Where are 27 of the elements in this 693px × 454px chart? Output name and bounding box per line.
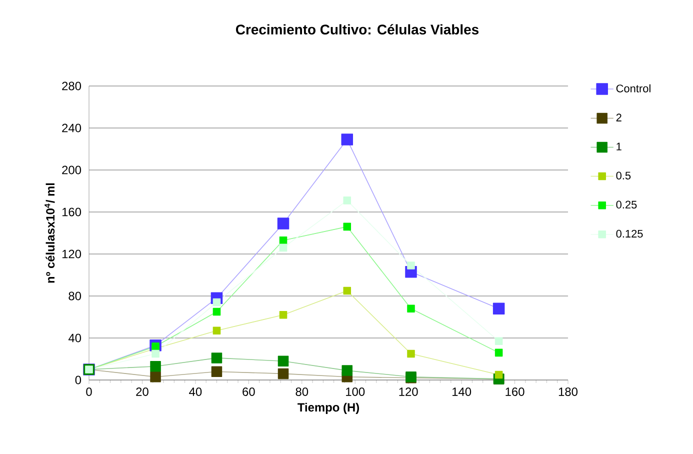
y-tick-label: 40: [68, 334, 82, 342]
y-tick-label: 80: [68, 292, 82, 300]
x-tick-label: 60: [242, 388, 255, 396]
x-tick-label: 160: [506, 388, 524, 396]
x-axis-title: Tiempo (H): [298, 402, 360, 414]
x-tick-label: 0: [86, 388, 92, 396]
y-tick-label: 240: [62, 124, 82, 132]
y-tick-label: 160: [62, 208, 82, 216]
y-axis-title: nº célulasx10$^{4}$/ ml: [44, 183, 55, 283]
y-tick-label: 120: [62, 250, 82, 258]
x-tick-label: 100: [346, 388, 365, 396]
x-tick-label: 180: [558, 388, 578, 396]
x-tick-label: 20: [136, 388, 148, 396]
legend-label: 2: [616, 114, 622, 122]
x-tick-label: 120: [399, 388, 418, 396]
x-tick-label: 40: [189, 388, 202, 396]
y-tick-label: 200: [62, 166, 82, 174]
legend-label: 0.25: [616, 200, 637, 209]
y-tick-label: 0: [75, 376, 82, 384]
x-tick-label: 140: [452, 388, 472, 396]
chart-title: Crecimiento Cultivo: Células Viables: [236, 24, 479, 35]
legend-label: 1: [616, 142, 622, 150]
legend-label: 0.5: [616, 172, 631, 180]
x-tick-label: 80: [296, 388, 308, 396]
legend-label: 0.125: [616, 230, 643, 238]
legend-label: Control: [616, 84, 650, 92]
y-tick-label: 280: [62, 82, 82, 90]
